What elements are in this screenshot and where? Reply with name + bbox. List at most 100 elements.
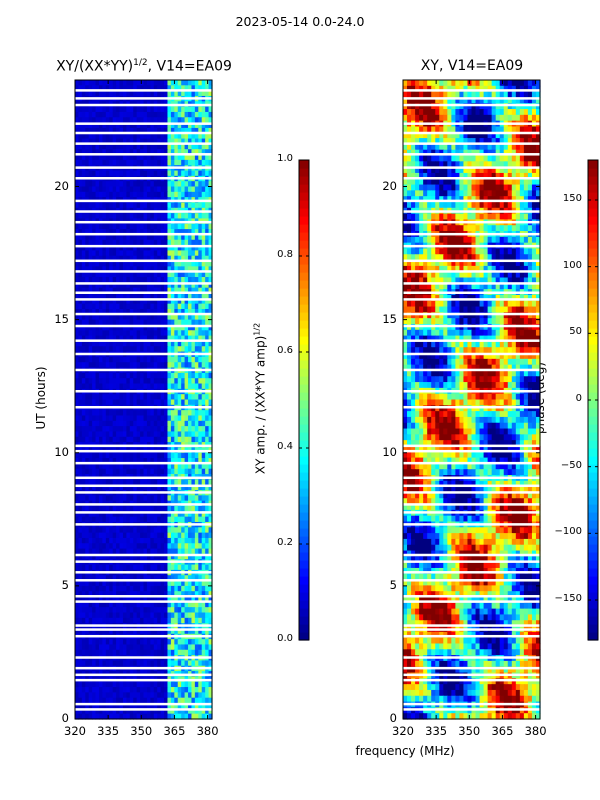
heatmap-cell — [194, 261, 199, 267]
heatmap-cell — [126, 591, 131, 598]
heatmap-cell — [439, 80, 444, 87]
heatmap-cell — [81, 378, 86, 385]
heatmap-cell — [177, 340, 182, 347]
heatmap-cell — [174, 585, 179, 592]
heatmap-cell — [81, 314, 86, 321]
heatmap-cell — [88, 266, 93, 273]
heatmap-cell — [160, 468, 165, 475]
heatmap-cell — [198, 308, 203, 315]
heatmap-cell — [98, 548, 103, 555]
heatmap-cell — [146, 85, 151, 92]
heatmap-cell — [102, 346, 107, 353]
heatmap-cell — [150, 468, 155, 475]
heatmap-cell — [153, 687, 158, 693]
heatmap-cell — [188, 585, 193, 592]
heatmap-cell — [198, 564, 203, 571]
heatmap-cell — [160, 85, 165, 92]
heatmap-cell — [423, 97, 428, 104]
heatmap-cell — [126, 111, 131, 118]
heatmap-cell — [105, 202, 110, 209]
heatmap-cell — [126, 239, 131, 246]
heatmap-cell — [133, 463, 138, 470]
heatmap-cell — [177, 612, 182, 619]
heatmap-cell — [160, 383, 165, 390]
colorbar-tick-label: 150 — [562, 193, 582, 204]
heatmap-cell — [119, 617, 124, 624]
heatmap-cell — [150, 181, 155, 188]
heatmap-cell — [85, 266, 90, 273]
heatmap-cell — [85, 468, 90, 475]
heatmap-cell — [88, 548, 93, 555]
heatmap-cell — [174, 80, 179, 86]
heatmap-cell — [88, 468, 93, 475]
heatmap-cell — [164, 143, 169, 150]
heatmap-cell — [146, 426, 151, 433]
heatmap-cell — [85, 340, 90, 347]
heatmap-cell — [208, 245, 213, 251]
heatmap-cell — [511, 97, 517, 104]
heatmap-cell — [109, 319, 114, 326]
heatmap-cell — [188, 452, 193, 459]
heatmap-cell — [81, 271, 86, 278]
heatmap-cell — [153, 399, 158, 406]
heatmap-cell — [98, 245, 103, 251]
heatmap-cell — [81, 692, 86, 699]
heatmap-cell — [133, 80, 138, 86]
heatmap-cell — [174, 271, 179, 278]
heatmap-cell — [507, 85, 513, 93]
heatmap-cell — [85, 479, 90, 486]
heatmap-cell — [95, 692, 100, 699]
heatmap-cell — [81, 245, 86, 251]
heatmap-cell — [459, 85, 465, 93]
heatmap-cell — [105, 617, 110, 624]
heatmap-cell — [177, 154, 182, 161]
heatmap-cell — [177, 484, 182, 491]
heatmap-cell — [133, 399, 138, 406]
heatmap-cell — [150, 436, 155, 443]
heatmap-cell — [201, 479, 206, 486]
heatmap-cell — [188, 154, 193, 161]
heatmap-cell — [143, 229, 148, 236]
x-tick-label: 365 — [491, 724, 514, 738]
heatmap-cell — [126, 372, 131, 379]
heatmap-cell — [119, 596, 124, 603]
heatmap-cell — [487, 91, 493, 99]
heatmap-cell — [194, 506, 199, 512]
heatmap-cell — [170, 644, 175, 651]
heatmap-cell — [102, 458, 107, 464]
heatmap-cell — [105, 516, 110, 523]
heatmap-cell — [201, 527, 206, 534]
heatmap-cell — [126, 703, 131, 709]
heatmap-cell — [95, 143, 100, 150]
heatmap-cell — [102, 708, 107, 715]
heatmap-cell — [160, 340, 165, 347]
heatmap-cell — [427, 97, 432, 104]
heatmap-cell — [205, 458, 210, 464]
heatmap-cell — [191, 639, 196, 646]
heatmap-cell — [112, 506, 117, 512]
heatmap-cell — [177, 543, 182, 550]
heatmap-cell — [146, 80, 151, 86]
heatmap-cell — [133, 362, 138, 369]
heatmap-cell — [140, 484, 145, 491]
heatmap-cell — [191, 223, 196, 230]
heatmap-cell — [81, 277, 86, 283]
heatmap-cell — [105, 340, 110, 347]
heatmap-cell — [92, 383, 97, 390]
heatmap-cell — [129, 234, 134, 241]
heatmap-cell — [184, 681, 189, 688]
heatmap-cell — [122, 607, 127, 614]
heatmap-cell — [75, 319, 80, 326]
heatmap-cell — [205, 681, 210, 688]
heatmap-cell — [201, 282, 206, 289]
heatmap-cell — [119, 356, 124, 363]
heatmap-cell — [411, 103, 416, 110]
heatmap-cell — [119, 516, 124, 523]
heatmap-cell — [160, 117, 165, 124]
heatmap-cell — [81, 229, 86, 236]
heatmap-cell — [431, 103, 436, 110]
heatmap-cell — [81, 127, 86, 134]
heatmap-cell — [174, 229, 179, 236]
heatmap-cell — [164, 420, 169, 427]
heatmap-cell — [95, 548, 100, 555]
